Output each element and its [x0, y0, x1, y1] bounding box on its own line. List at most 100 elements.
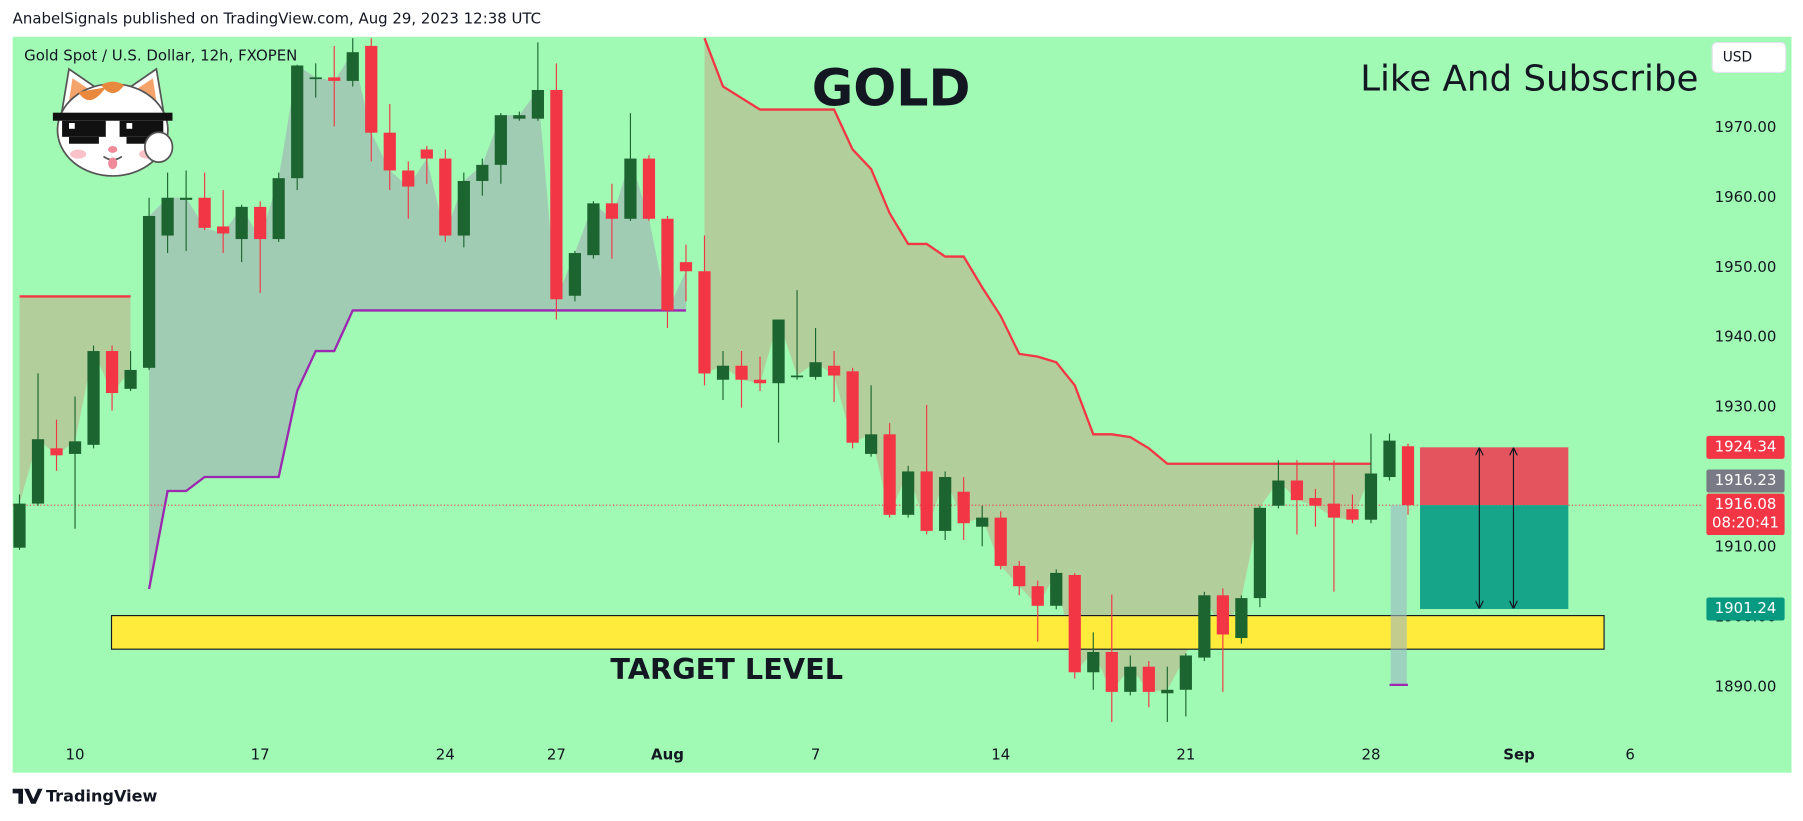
- candle-body: [180, 197, 193, 200]
- candle-body: [1179, 655, 1192, 690]
- candle-body: [605, 203, 619, 219]
- x-tick-label: 21: [1176, 745, 1195, 763]
- candle-body: [865, 434, 878, 454]
- candle-body: [1272, 480, 1285, 506]
- candle-body: [531, 89, 544, 119]
- candle-body: [753, 379, 767, 384]
- candle-body: [142, 215, 156, 368]
- candle-body: [494, 115, 507, 165]
- price-tag-label: 1924.34: [1715, 437, 1777, 455]
- candle-body: [457, 180, 470, 236]
- symbol-title: Gold Spot / U.S. Dollar, 12h, FXOPEN: [24, 46, 297, 64]
- candle-body: [883, 434, 896, 515]
- candle-body: [976, 517, 989, 527]
- target-label: TARGET LEVEL: [610, 652, 843, 686]
- stop-zone: [1420, 447, 1569, 506]
- candle-body: [1068, 574, 1081, 673]
- x-tick-label: Aug: [651, 745, 684, 763]
- candle-body: [383, 132, 396, 171]
- candle-body: [1235, 598, 1248, 638]
- candle-body: [1309, 498, 1322, 506]
- candle-body: [1050, 572, 1063, 606]
- chart-background: [12, 36, 1792, 773]
- indicator-fill: [704, 38, 1371, 692]
- candle-body: [1142, 666, 1155, 692]
- y-tick-label: 1970.00: [1715, 118, 1777, 136]
- candle-body: [1124, 666, 1137, 692]
- y-tick-label: 1940.00: [1715, 328, 1777, 346]
- brand: TradingView: [46, 786, 158, 805]
- x-tick-label: 27: [547, 745, 566, 763]
- x-tick-label: 14: [991, 745, 1010, 763]
- candle-body: [809, 362, 822, 377]
- candle-body: [402, 170, 415, 187]
- candle-body: [1364, 473, 1378, 520]
- price-tag: [1706, 597, 1785, 621]
- candle-body: [698, 271, 711, 374]
- plot: TARGET LEVEL: [12, 37, 1702, 722]
- candle-body: [87, 351, 100, 445]
- candle-body: [790, 375, 804, 378]
- candle-body: [50, 448, 63, 456]
- candle-body: [31, 439, 45, 504]
- x-tick-label: Sep: [1503, 745, 1535, 763]
- profit-zone: [1420, 505, 1569, 610]
- candle-body: [105, 351, 119, 394]
- currency-label: USD: [1723, 49, 1752, 65]
- x-tick-label: 28: [1361, 745, 1380, 763]
- candle-body: [476, 164, 489, 181]
- candle-body: [254, 206, 267, 240]
- y-tick-label: 1950.00: [1715, 258, 1777, 276]
- candle-body: [902, 471, 915, 515]
- root: AnabelSignals published on TradingView.c…: [12, 10, 1792, 805]
- candle-body: [1253, 507, 1267, 599]
- price-tag-label: 1916.08: [1715, 495, 1777, 513]
- cta-text: Like And Subscribe: [1360, 58, 1698, 99]
- x-tick-label: 24: [436, 745, 455, 763]
- candle-body: [272, 178, 285, 240]
- price-tag: [1706, 493, 1785, 536]
- candle-body: [235, 206, 248, 240]
- candle-body: [642, 158, 656, 219]
- candle-body: [124, 369, 137, 389]
- countdown-label: 08:20:41: [1712, 514, 1779, 532]
- candle-body: [1013, 565, 1026, 587]
- indicator-line: [19, 37, 1371, 465]
- candle-body: [1327, 503, 1341, 518]
- candle-body: [1346, 509, 1359, 520]
- price-tag-label: 1916.23: [1715, 471, 1777, 489]
- candle-body: [328, 77, 341, 81]
- candle-body: [1383, 440, 1396, 478]
- candle-body: [1198, 595, 1211, 658]
- candle-body: [1216, 595, 1229, 635]
- candle-body: [920, 471, 933, 531]
- candle-body: [365, 45, 378, 133]
- candle-body: [161, 197, 174, 236]
- x-tick-label: 10: [66, 745, 85, 763]
- candle-body: [420, 149, 433, 159]
- y-tick-label: 1890.00: [1715, 678, 1777, 696]
- candle-body: [827, 365, 841, 376]
- currency-box[interactable]: [1711, 41, 1787, 74]
- candle-body: [679, 262, 693, 272]
- candle-body: [1105, 651, 1118, 692]
- x-tick-label: 7: [811, 745, 821, 763]
- axes: 10172427Aug7142128Sep61890.001900.001910…: [66, 118, 1785, 763]
- candle-body: [939, 477, 952, 531]
- x-tick-label: 6: [1625, 745, 1635, 763]
- target-zone: [110, 615, 1605, 650]
- candle-body: [198, 197, 211, 228]
- candle-body: [346, 52, 359, 81]
- candle-body: [13, 503, 26, 548]
- candle-body: [1401, 446, 1415, 506]
- indicator-line: [147, 309, 686, 590]
- candle-body: [513, 115, 526, 119]
- price-tag: [1706, 435, 1785, 459]
- candle-body: [994, 517, 1007, 566]
- mascot: [52, 67, 174, 177]
- x-tick-label: 17: [251, 745, 270, 763]
- candle-body: [1161, 689, 1174, 694]
- candle-body: [550, 89, 563, 300]
